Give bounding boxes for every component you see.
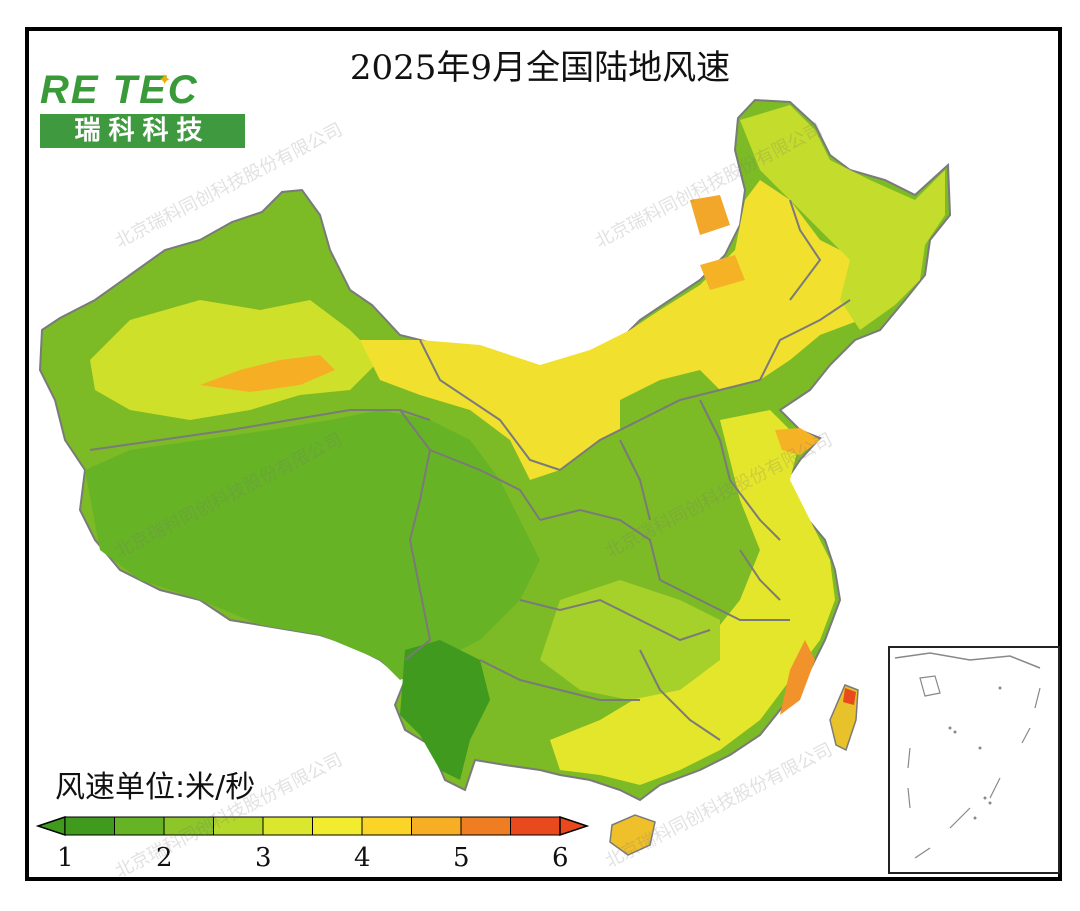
legend-bar <box>35 815 590 837</box>
legend-unit-label: 风速单位:米/秒 <box>55 770 256 805</box>
legend-swatch <box>312 816 363 836</box>
logo-star-icon: ✦ <box>158 70 172 89</box>
zone-shandong-orange <box>775 428 820 455</box>
hainan-island <box>609 814 656 856</box>
zone-northeast-yellowgreen <box>740 105 945 330</box>
zone-inner-mongolia-orange <box>700 255 745 290</box>
logo-brand: RE TEC <box>40 68 199 112</box>
legend-swatch <box>64 816 115 836</box>
zone-tibet-green <box>85 410 540 680</box>
legend-tick-label: 5 <box>453 843 470 873</box>
map-title: 2025年9月全国陆地风速 <box>349 48 731 88</box>
legend-swatch <box>460 816 511 836</box>
zone-yunnan-darkgreen <box>400 640 490 780</box>
zone-inner-mongolia-yellow <box>360 180 880 480</box>
legend-arrow-left <box>35 815 66 837</box>
zone-north-china-green <box>610 370 720 520</box>
taiwan-red-zone <box>843 688 856 705</box>
legend-tick-label: 2 <box>156 843 173 873</box>
legend-swatch <box>411 816 462 836</box>
legend-tick-label: 6 <box>552 843 569 873</box>
zone-south-center-green <box>540 580 720 700</box>
logo-chinese-name: 瑞科科技 <box>40 114 245 148</box>
zone-coast-orange <box>780 640 815 715</box>
legend-tick-label: 4 <box>354 843 371 873</box>
legend-swatch <box>361 816 412 836</box>
legend-tick-label: 3 <box>255 843 272 873</box>
legend-tick-label: 1 <box>57 843 74 873</box>
legend-swatch <box>510 816 561 836</box>
company-logo: ✦ RE TEC 瑞科科技 <box>40 70 245 150</box>
province-boundaries <box>89 199 851 741</box>
legend-swatch <box>114 816 165 836</box>
zone-northeast-orange <box>690 195 730 235</box>
inset-map <box>894 652 1041 859</box>
zone-xinjiang-orange <box>200 355 335 392</box>
legend-swatch <box>262 816 313 836</box>
legend-arrow-right <box>559 815 590 837</box>
zone-northwest-yellow <box>90 300 380 420</box>
zone-east-yellow <box>550 410 835 785</box>
south-china-sea-inset <box>888 646 1060 874</box>
